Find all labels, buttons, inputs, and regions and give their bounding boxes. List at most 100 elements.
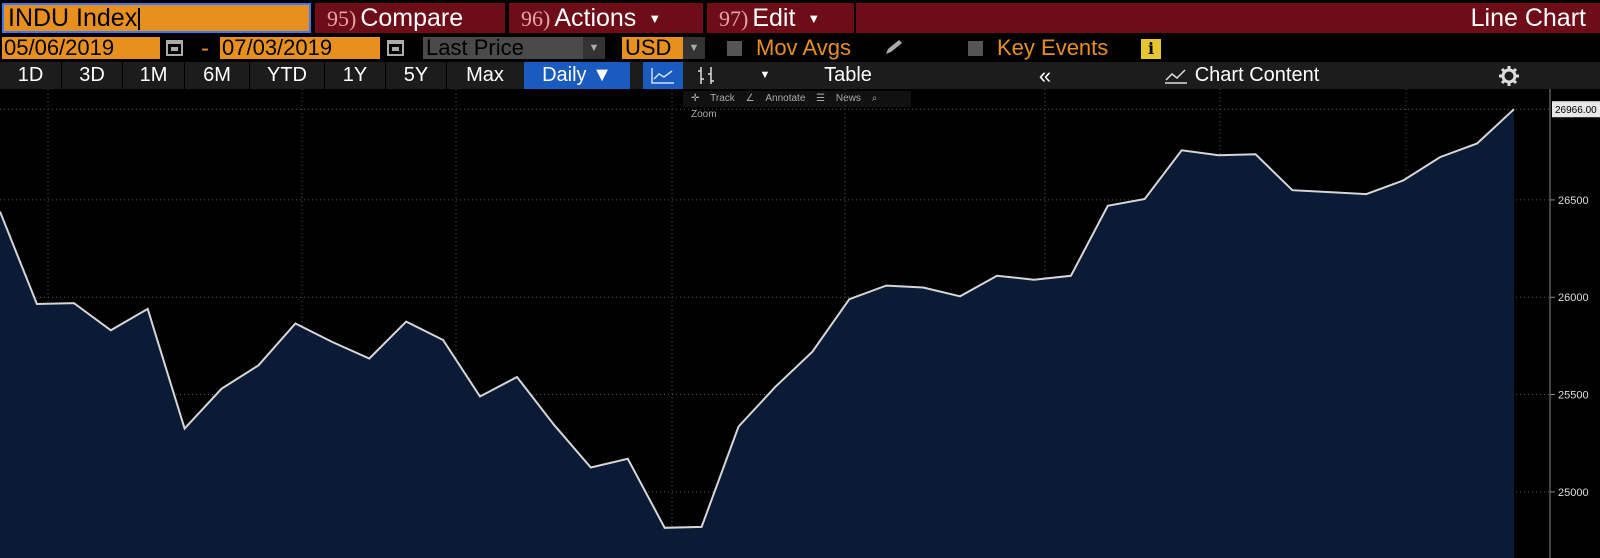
track-label: Track <box>710 93 735 104</box>
track-tool[interactable]: ✛ Track <box>691 93 735 104</box>
data-point-21 <box>773 385 777 389</box>
title-bar <box>856 3 1600 33</box>
start-date-field[interactable]: 05/06/2019 <box>2 37 160 59</box>
data-point-28 <box>1032 278 1036 282</box>
actions-button[interactable]: 96) Actions ▼ <box>509 3 703 33</box>
data-point-33 <box>1217 153 1221 157</box>
chevron-down-icon[interactable]: ▼ <box>583 37 605 59</box>
currency-select[interactable]: USD <box>622 37 694 59</box>
settings-button[interactable] <box>1417 62 1600 89</box>
data-point-11 <box>404 320 408 324</box>
edit-number: 97) <box>719 6 749 31</box>
data-point-34 <box>1254 152 1258 156</box>
end-date-field[interactable]: 07/03/2019 <box>220 37 380 59</box>
line-chart-button[interactable] <box>643 62 683 89</box>
data-point-27 <box>995 274 999 278</box>
news-label: News <box>835 93 861 104</box>
chart-style-dropdown[interactable]: ▼ <box>740 62 790 89</box>
chevron-down-icon: ▼ <box>807 11 821 27</box>
edit-label: Edit <box>752 4 796 32</box>
data-point-3 <box>109 328 113 332</box>
data-point-23 <box>847 297 851 301</box>
y-tick-label: 26500 <box>1558 195 1589 207</box>
data-point-10 <box>367 357 371 361</box>
pencil-icon[interactable] <box>883 39 907 57</box>
price-area <box>0 109 1514 558</box>
chart-content-button[interactable]: Chart Content <box>1066 62 1416 89</box>
data-point-19 <box>700 525 704 529</box>
last-value-marker: 26966.00 <box>1552 101 1600 118</box>
table-button[interactable]: Table <box>791 62 905 89</box>
calendar-icon[interactable] <box>166 40 183 56</box>
data-point-4 <box>146 307 150 311</box>
data-point-13 <box>478 394 482 398</box>
news-tool[interactable]: ☰ News <box>816 93 861 104</box>
edit-button[interactable]: 97) Edit ▼ <box>707 3 854 33</box>
info-icon[interactable]: i <box>1141 39 1161 59</box>
data-point-0 <box>0 210 2 214</box>
annotate-tool[interactable]: ∠ Annotate <box>745 93 806 104</box>
data-point-26 <box>958 294 962 298</box>
ticker-text: INDU Index <box>8 4 138 32</box>
compare-button[interactable]: 95) Compare <box>315 3 505 33</box>
data-point-12 <box>441 338 445 342</box>
ticker-input[interactable]: INDU Index <box>2 3 311 33</box>
data-point-8 <box>293 322 297 326</box>
key-events-label: Key Events <box>997 35 1109 60</box>
tab-6m[interactable]: 6M <box>185 62 249 89</box>
field-select[interactable]: Last Price <box>423 37 583 59</box>
zoom-tool[interactable]: ⌕ Zoom <box>691 93 878 120</box>
mov-avgs-checkbox[interactable] <box>727 41 742 56</box>
data-point-22 <box>810 350 814 354</box>
gear-icon <box>1498 65 1519 86</box>
tab-5y[interactable]: 5Y <box>386 62 446 89</box>
actions-number: 96) <box>521 6 551 31</box>
data-point-17 <box>626 457 630 461</box>
data-point-18 <box>663 526 667 530</box>
data-point-15 <box>552 423 556 427</box>
data-point-35 <box>1290 188 1294 192</box>
chart-tools-bar: ✛ Track ∠ Annotate ☰ News ⌕ Zoom <box>683 91 911 120</box>
data-point-16 <box>589 466 593 470</box>
data-point-38 <box>1401 178 1405 182</box>
chevron-down-icon: ▼ <box>759 69 771 81</box>
chart-content-icon <box>1164 69 1187 84</box>
last-value-box <box>1552 101 1600 118</box>
data-point-6 <box>220 387 224 391</box>
data-point-24 <box>884 284 888 288</box>
collapse-button[interactable]: « <box>1025 62 1065 89</box>
y-tick-label: 25000 <box>1558 487 1589 499</box>
data-point-39 <box>1438 155 1442 159</box>
date-range-dash: - <box>201 35 209 62</box>
compare-number: 95) <box>327 6 357 31</box>
ohlc-bars-icon <box>698 67 714 84</box>
data-point-25 <box>921 285 925 289</box>
bar-chart-button[interactable] <box>684 62 728 89</box>
data-point-32 <box>1180 148 1184 152</box>
data-point-1 <box>35 302 39 306</box>
tab-3d[interactable]: 3D <box>62 62 122 89</box>
tab-1y[interactable]: 1Y <box>325 62 385 89</box>
tab-max[interactable]: Max <box>447 62 523 89</box>
y-tick-label: 26000 <box>1558 292 1589 304</box>
data-point-20 <box>737 425 741 429</box>
data-point-37 <box>1364 192 1368 196</box>
chart-content-label: Chart Content <box>1194 64 1320 86</box>
key-events-checkbox[interactable] <box>968 41 983 56</box>
calendar-icon[interactable] <box>387 40 404 56</box>
tab-1m[interactable]: 1M <box>123 62 184 89</box>
price-line <box>0 108 1515 529</box>
last-value-label: 26966.00 <box>1555 105 1597 116</box>
tab-ytd[interactable]: YTD <box>250 62 324 89</box>
compare-label: Compare <box>360 4 464 32</box>
actions-label: Actions <box>554 4 637 32</box>
line-chart-icon <box>651 68 674 84</box>
tab-1d[interactable]: 1D <box>0 62 61 89</box>
price-chart[interactable]: 25000 25500 26000 26500 26966.00 <box>0 89 1600 558</box>
annotate-label: Annotate <box>765 93 806 104</box>
data-point-14 <box>515 375 519 379</box>
frequency-dropdown[interactable]: Daily ▼ <box>524 62 630 89</box>
text-cursor <box>138 8 141 31</box>
data-point-36 <box>1327 190 1331 194</box>
chevron-down-icon[interactable]: ▼ <box>683 37 705 59</box>
